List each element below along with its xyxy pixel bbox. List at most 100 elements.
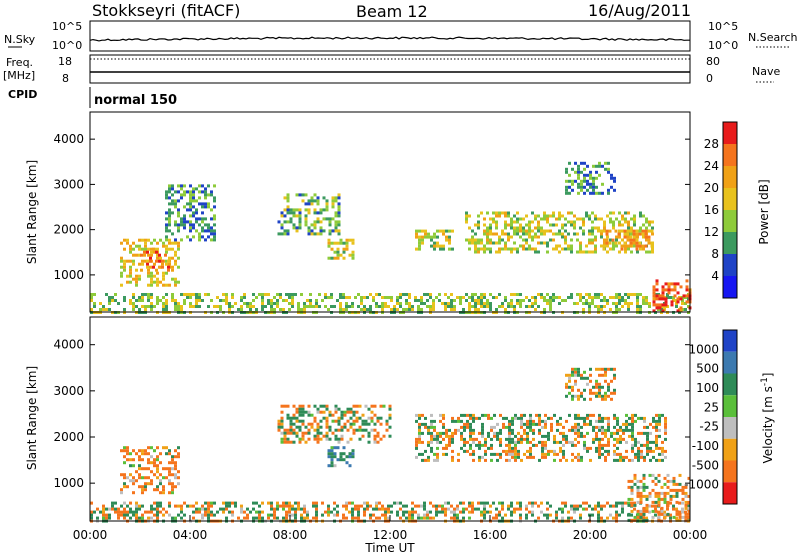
- heatmap-cell: [415, 455, 418, 459]
- heatmap-cell: [439, 229, 442, 233]
- heatmap-cell: [240, 299, 243, 302]
- heatmap-cell: [363, 501, 366, 505]
- heatmap-cell: [433, 437, 436, 441]
- heatmap-cell: [387, 296, 390, 299]
- heatmap-cell: [580, 458, 583, 462]
- heatmap-cell: [640, 452, 643, 456]
- heatmap-cell: [514, 446, 517, 450]
- heatmap-cell: [561, 299, 564, 302]
- heatmap-cell: [298, 413, 302, 417]
- heatmap-cell: [273, 296, 276, 299]
- heatmap-cell: [597, 293, 600, 296]
- heatmap-cell: [420, 308, 423, 311]
- heatmap-cell: [644, 229, 648, 233]
- heatmap-cell: [580, 394, 583, 398]
- heatmap-cell: [594, 226, 597, 230]
- heatmap-cell: [574, 422, 577, 426]
- heatmap-cell: [510, 305, 513, 308]
- heatmap-cell: [450, 305, 453, 308]
- heatmap-cell: [631, 446, 634, 450]
- heatmap-cell: [567, 516, 570, 520]
- heatmap-cell: [298, 214, 302, 218]
- heatmap-cell: [576, 507, 579, 511]
- heatmap-cell: [328, 428, 332, 432]
- heatmap-cell: [627, 220, 630, 224]
- heatmap-cell: [138, 244, 141, 248]
- heatmap-cell: [285, 513, 288, 517]
- y-tick-label: 1000: [53, 476, 84, 490]
- heatmap-cell: [619, 458, 622, 462]
- heatmap-cell: [198, 190, 201, 194]
- heatmap-cell: [156, 280, 159, 284]
- heatmap-cell: [516, 232, 519, 236]
- heatmap-cell: [336, 299, 339, 302]
- heatmap-cell: [504, 296, 507, 299]
- heatmap-cell: [198, 202, 201, 206]
- heatmap-cell: [198, 293, 201, 296]
- heatmap-cell: [510, 299, 513, 302]
- colorbar-tick-label: 4: [711, 269, 719, 283]
- heatmap-cell: [147, 516, 150, 520]
- heatmap-cell: [602, 229, 606, 233]
- heatmap-cell: [201, 211, 204, 215]
- heatmap-cell: [418, 413, 421, 417]
- heatmap-cell: [310, 223, 314, 227]
- heatmap-cell: [613, 452, 616, 456]
- heatmap-cell: [177, 241, 180, 245]
- heatmap-cell: [648, 250, 651, 254]
- heatmap-cell: [351, 241, 355, 245]
- heatmap-cell: [280, 416, 284, 420]
- heatmap-cell: [195, 501, 198, 505]
- heatmap-cell: [310, 422, 314, 426]
- heatmap-cell: [534, 250, 537, 254]
- heatmap-cell: [345, 296, 348, 299]
- heatmap-cell: [132, 241, 135, 245]
- heatmap-cell: [373, 437, 377, 441]
- heatmap-cell: [486, 211, 489, 215]
- heatmap-cell: [543, 229, 546, 233]
- heatmap-cell: [594, 217, 597, 221]
- heatmap-cell: [646, 443, 649, 447]
- heatmap-cell: [540, 296, 543, 299]
- heatmap-cell: [562, 434, 565, 438]
- heatmap-cell: [477, 507, 480, 511]
- heatmap-cell: [304, 410, 308, 414]
- heatmap-cell: [328, 410, 332, 414]
- heatmap-cell: [537, 226, 540, 230]
- heatmap-cell: [577, 434, 580, 438]
- heatmap-cell: [600, 305, 603, 308]
- heatmap-cell: [155, 268, 158, 272]
- heatmap-cell: [334, 437, 338, 441]
- heatmap-cell: [501, 507, 504, 511]
- heatmap-cell: [499, 440, 502, 444]
- heatmap-cell: [375, 516, 378, 520]
- heatmap-cell: [162, 241, 165, 245]
- heatmap-cell: [637, 440, 640, 444]
- heatmap-cell: [595, 425, 598, 429]
- heatmap-cell: [603, 299, 606, 302]
- heatmap-cell: [562, 437, 565, 441]
- heatmap-cell: [643, 458, 646, 462]
- heatmap-cell: [129, 464, 132, 468]
- heatmap-cell: [339, 241, 343, 245]
- heatmap-cell: [534, 217, 537, 221]
- heatmap-cell: [325, 434, 329, 438]
- heatmap-cell: [574, 443, 577, 447]
- heatmap-cell: [168, 504, 171, 508]
- heatmap-cell: [632, 241, 636, 245]
- heatmap-cell: [613, 425, 616, 429]
- heatmap-cell: [648, 491, 652, 495]
- heatmap-cell: [640, 449, 643, 453]
- heatmap-cell: [153, 274, 156, 278]
- heatmap-cell: [135, 513, 138, 517]
- heatmap-cell: [684, 500, 688, 504]
- heatmap-cell: [609, 308, 612, 311]
- heatmap-cell: [304, 208, 308, 212]
- heatmap-cell: [144, 308, 147, 311]
- heatmap-cell: [519, 293, 522, 296]
- heatmap-cell: [364, 404, 368, 408]
- heatmap-cell: [144, 482, 147, 486]
- heatmap-cell: [283, 229, 287, 233]
- heatmap-cell: [351, 305, 354, 308]
